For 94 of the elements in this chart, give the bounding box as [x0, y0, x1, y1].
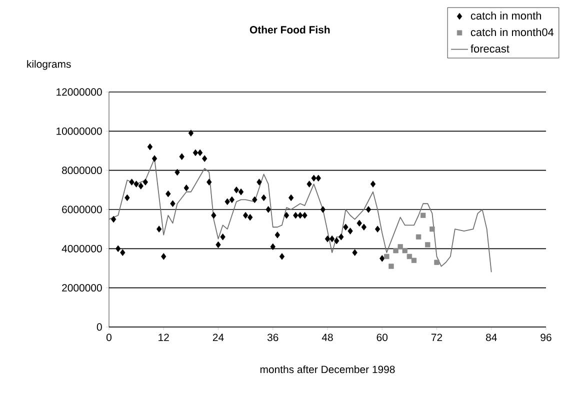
point — [388, 264, 394, 269]
point — [134, 180, 139, 188]
x-tick-label: 60 — [376, 334, 388, 342]
point — [110, 216, 116, 223]
point — [398, 244, 403, 250]
point — [416, 234, 422, 240]
point — [420, 212, 426, 218]
point — [174, 168, 180, 176]
y-axis-title: kilograms — [27, 60, 71, 70]
point — [293, 212, 298, 219]
y-tick-label: 0 — [96, 323, 102, 331]
point — [306, 180, 312, 188]
point — [274, 232, 280, 238]
point — [116, 245, 121, 252]
point — [256, 178, 262, 186]
point — [252, 196, 258, 204]
point — [147, 143, 153, 150]
point — [261, 194, 266, 202]
point — [124, 194, 130, 202]
point — [234, 186, 240, 194]
point — [352, 249, 358, 256]
point — [356, 220, 362, 227]
point — [142, 178, 148, 186]
point — [266, 206, 271, 213]
point — [220, 234, 226, 240]
point — [138, 182, 144, 190]
y-tick-label: 6000000 — [62, 206, 102, 214]
point — [120, 249, 126, 256]
x-tick-label: 84 — [486, 334, 497, 342]
point — [206, 178, 212, 186]
point — [238, 188, 244, 196]
x-tick-label: 48 — [322, 334, 333, 342]
point — [374, 226, 380, 232]
point — [170, 200, 176, 208]
point — [242, 212, 248, 219]
point — [229, 196, 234, 204]
point — [406, 254, 412, 260]
point — [320, 206, 326, 213]
point — [329, 235, 335, 242]
point — [430, 226, 435, 232]
point — [129, 178, 134, 186]
chart-title: Other Food Fish — [250, 26, 330, 34]
x-tick-label: 36 — [267, 334, 278, 342]
point — [370, 180, 376, 188]
point — [288, 194, 294, 202]
point — [298, 212, 303, 219]
x-tick-label: 72 — [431, 334, 442, 341]
point — [211, 212, 216, 219]
legend-label: catch in month04 — [470, 28, 554, 36]
y-tick-label: 12000000 — [56, 88, 102, 96]
x-tick-label: 96 — [540, 334, 552, 342]
point — [425, 242, 430, 248]
y-tick-label: 4000000 — [62, 244, 102, 252]
point — [202, 155, 208, 162]
point — [338, 234, 344, 240]
point — [188, 130, 194, 137]
point — [161, 253, 166, 260]
point — [316, 174, 321, 182]
y-tick-label: 10000000 — [56, 127, 102, 135]
point — [402, 248, 408, 254]
y-tick-label: 2000000 — [62, 284, 102, 292]
point — [334, 237, 340, 244]
point — [302, 212, 308, 219]
point — [411, 258, 417, 264]
point — [179, 153, 184, 160]
x-tick-label: 24 — [212, 334, 224, 341]
point — [248, 214, 253, 221]
x-tick-label: 0 — [106, 334, 112, 342]
point — [224, 198, 230, 206]
point — [152, 155, 158, 162]
point — [343, 224, 348, 231]
point — [192, 149, 198, 156]
point — [166, 190, 171, 198]
point — [380, 255, 385, 262]
point — [270, 243, 276, 250]
legend-label: forecast — [470, 44, 510, 53]
point — [324, 235, 330, 242]
point — [366, 206, 372, 213]
point — [156, 226, 162, 232]
x-tick-label: 12 — [158, 334, 169, 341]
point — [393, 248, 398, 254]
point — [284, 212, 290, 219]
point — [184, 184, 189, 192]
point — [348, 228, 353, 234]
x-axis-title: months after December 1998 — [260, 365, 395, 374]
point — [197, 149, 203, 156]
point — [279, 253, 285, 260]
point — [361, 224, 367, 231]
point — [384, 254, 390, 260]
legend-label: catch in month — [470, 12, 542, 20]
point — [434, 260, 440, 265]
y-tick-label: 8000000 — [62, 166, 102, 174]
point — [216, 241, 221, 248]
point — [311, 174, 316, 182]
